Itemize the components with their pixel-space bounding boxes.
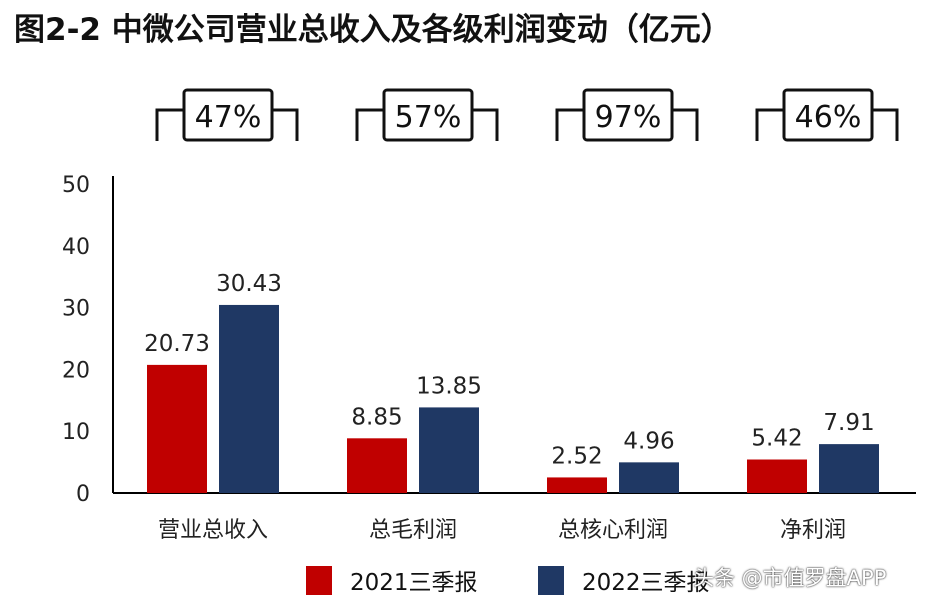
data-label: 8.85 (351, 404, 402, 430)
data-label: 13.85 (416, 373, 482, 399)
x-tick-label: 营业总收入 (158, 518, 268, 543)
legend-swatch (538, 566, 564, 595)
chart-title: 图2-2 中微公司营业总收入及各级利润变动（亿元） (14, 12, 732, 48)
bar-2022 (819, 444, 879, 493)
y-tick-label: 0 (76, 482, 90, 507)
bar-2021 (547, 477, 607, 493)
legend-label: 2022三季报 (582, 570, 710, 596)
y-tick-label: 40 (62, 235, 90, 260)
x-tick-label: 总核心利润 (558, 518, 668, 543)
growth-bracket (755, 108, 899, 141)
x-tick-label: 净利润 (780, 518, 846, 543)
legend-label: 2021三季报 (350, 570, 478, 596)
data-label: 2.52 (551, 443, 602, 469)
bar-2021 (747, 459, 807, 493)
growth-bracket (555, 108, 699, 141)
growth-box (582, 88, 674, 142)
growth-label: 46% (795, 100, 862, 135)
data-label: 30.43 (216, 271, 282, 297)
data-label: 5.42 (751, 426, 802, 452)
x-tick-label: 总毛利润 (369, 518, 457, 543)
bar-2022 (619, 462, 679, 493)
y-tick-label: 30 (62, 297, 90, 322)
watermark: 头条 @市值罗盘APP (693, 566, 887, 590)
bar-2021 (147, 364, 207, 493)
growth-label: 57% (395, 100, 462, 135)
growth-bracket (355, 108, 499, 141)
y-tick-label: 50 (62, 173, 90, 198)
data-label: 7.91 (823, 410, 874, 436)
bar-2022 (219, 304, 279, 493)
growth-bracket (155, 108, 299, 141)
growth-box (782, 88, 874, 142)
growth-box (382, 88, 474, 142)
data-label: 20.73 (144, 331, 210, 357)
bar-2021 (347, 438, 407, 493)
y-tick-label: 20 (62, 358, 90, 383)
growth-label: 47% (195, 100, 262, 135)
growth-box (182, 88, 274, 142)
legend-swatch (306, 566, 332, 595)
growth-label: 97% (595, 100, 662, 135)
data-label: 4.96 (623, 428, 674, 454)
bar-2022 (419, 407, 479, 493)
y-tick-label: 10 (62, 420, 90, 445)
